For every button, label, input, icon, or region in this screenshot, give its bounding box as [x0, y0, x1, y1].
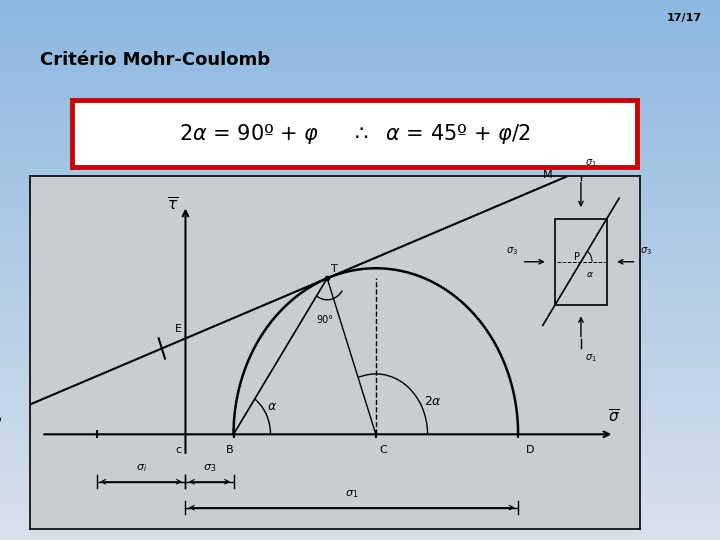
- Text: $2\alpha$ = 90º + $\varphi$     $\therefore$  $\alpha$ = 45º + $\varphi$/2: $2\alpha$ = 90º + $\varphi$ $\therefore$…: [179, 122, 531, 146]
- Text: C: C: [379, 445, 387, 455]
- FancyBboxPatch shape: [72, 100, 637, 167]
- Text: P: P: [575, 253, 580, 262]
- Text: 2$\alpha$: 2$\alpha$: [424, 395, 442, 408]
- Text: D: D: [526, 445, 534, 455]
- Text: B: B: [226, 445, 233, 455]
- Text: M: M: [543, 170, 552, 180]
- Text: T: T: [331, 264, 338, 274]
- Text: $\overline{\sigma}$: $\overline{\sigma}$: [608, 409, 620, 426]
- Text: c: c: [176, 445, 181, 455]
- Text: $\overline{\tau}$: $\overline{\tau}$: [167, 197, 178, 214]
- Text: E: E: [175, 324, 181, 334]
- Text: $\sigma_i$: $\sigma_i$: [135, 462, 147, 474]
- Text: $\sigma_1$: $\sigma_1$: [585, 157, 596, 169]
- Text: $\sigma_3$: $\sigma_3$: [506, 246, 518, 258]
- Bar: [555, 219, 607, 305]
- Text: Critério Mohr-Coulomb: Critério Mohr-Coulomb: [40, 51, 270, 69]
- Text: $\alpha$: $\alpha$: [267, 400, 277, 413]
- Text: $\varphi$: $\varphi$: [0, 415, 2, 427]
- Text: $\sigma_3$: $\sigma_3$: [640, 246, 652, 258]
- Text: 90°: 90°: [317, 315, 334, 325]
- Text: 17/17: 17/17: [667, 14, 702, 24]
- Text: $\sigma_1$: $\sigma_1$: [585, 352, 596, 364]
- Text: $\sigma_3$: $\sigma_3$: [203, 462, 216, 474]
- Text: $\alpha$: $\alpha$: [587, 271, 594, 279]
- Text: $\sigma_1$: $\sigma_1$: [345, 488, 359, 500]
